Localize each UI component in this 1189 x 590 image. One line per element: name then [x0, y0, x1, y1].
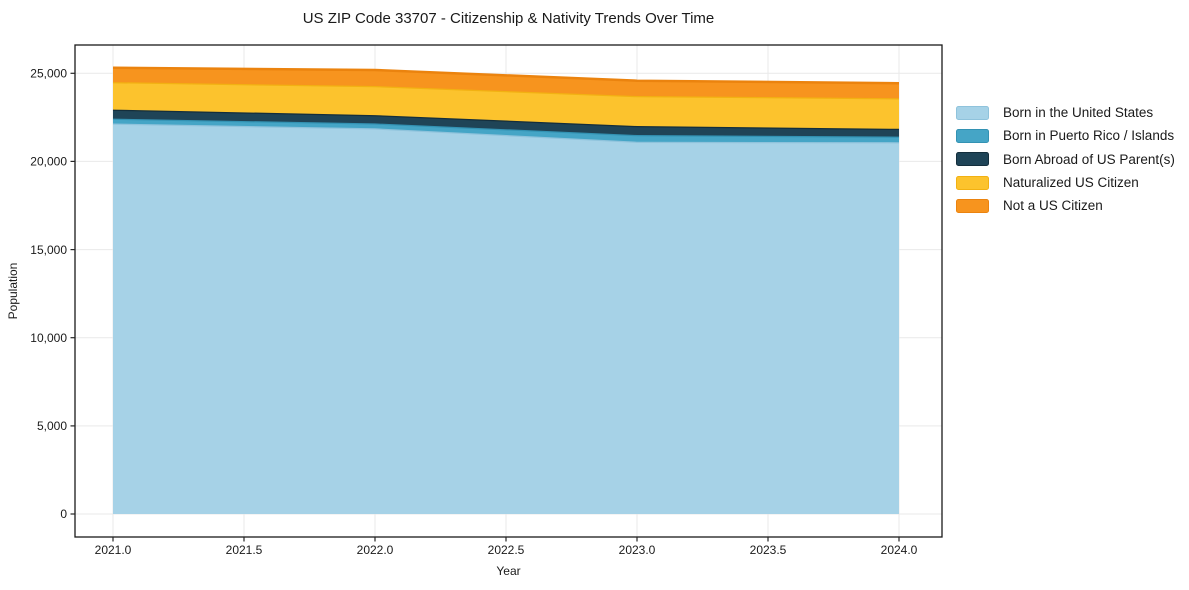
- legend-label: Born in the United States: [1003, 105, 1154, 121]
- chart-title: US ZIP Code 33707 - Citizenship & Nativi…: [302, 10, 715, 27]
- legend-item-4: Not a US Citizen: [956, 194, 1175, 217]
- legend-swatch-icon: [956, 152, 989, 167]
- y-axis-label: Population: [6, 262, 20, 320]
- y-tick-label: 20,000: [30, 155, 67, 169]
- x-tick-label: 2022.0: [357, 543, 394, 557]
- legend-label: Naturalized US Citizen: [1003, 175, 1139, 191]
- legend-item-1: Born in Puerto Rico / Islands: [956, 124, 1175, 147]
- area-series-2: [113, 109, 899, 137]
- area-series-3: [113, 82, 899, 129]
- legend-label: Not a US Citizen: [1003, 198, 1103, 214]
- area-series-4: [113, 67, 899, 99]
- x-tick-label: 2024.0: [881, 543, 918, 557]
- y-tick-label: 5,000: [37, 419, 67, 433]
- x-tick-label: 2023.5: [750, 543, 787, 557]
- legend-swatch-icon: [956, 128, 989, 143]
- legend: Born in the United States Born in Puerto …: [956, 101, 1175, 217]
- legend-item-0: Born in the United States: [956, 101, 1175, 124]
- y-tick-label: 10,000: [30, 331, 67, 345]
- legend-item-3: Naturalized US Citizen: [956, 171, 1175, 194]
- legend-label: Born Abroad of US Parent(s): [1003, 151, 1175, 167]
- x-tick-label: 2021.0: [95, 543, 132, 557]
- area-series-0: [113, 123, 899, 514]
- x-axis-label: Year: [496, 564, 521, 578]
- legend-swatch-icon: [956, 198, 989, 213]
- y-tick-label: 0: [60, 507, 67, 521]
- legend-swatch-icon: [956, 175, 989, 190]
- x-tick-label: 2023.0: [619, 543, 656, 557]
- y-tick-label: 25,000: [30, 67, 67, 81]
- legend-label: Born in Puerto Rico / Islands: [1003, 128, 1175, 144]
- x-tick-label: 2022.5: [488, 543, 525, 557]
- y-tick-label: 15,000: [30, 243, 67, 257]
- legend-item-2: Born Abroad of US Parent(s): [956, 148, 1175, 171]
- x-tick-label: 2021.5: [226, 543, 263, 557]
- area-series-4-edge: [112, 66, 900, 85]
- legend-swatch-icon: [956, 105, 989, 120]
- axes-spines: [74, 44, 943, 538]
